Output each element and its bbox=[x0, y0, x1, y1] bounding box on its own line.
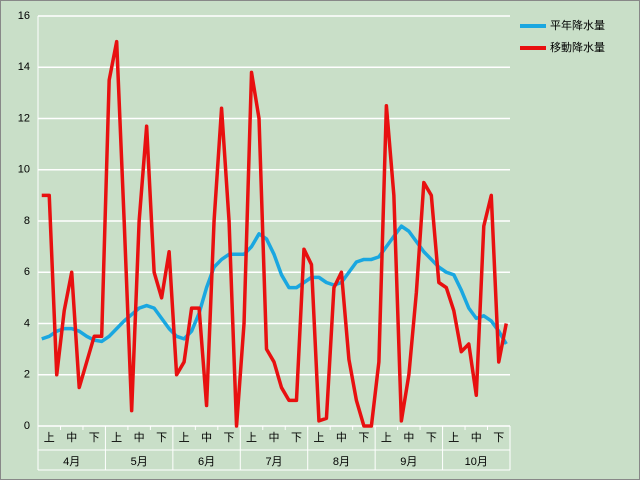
series-line bbox=[41, 224, 508, 345]
x-tick-label: 中 bbox=[66, 431, 77, 444]
group-label: 8月 bbox=[333, 456, 350, 468]
y-tick-label: 4 bbox=[24, 317, 30, 329]
group-label: 6月 bbox=[198, 456, 215, 468]
series-line bbox=[41, 39, 508, 428]
y-tick-label: 10 bbox=[18, 164, 30, 176]
group-label: 10月 bbox=[465, 456, 488, 468]
y-tick-label: 14 bbox=[18, 61, 30, 73]
y-tick-label: 2 bbox=[24, 369, 30, 381]
x-tick-label: 上 bbox=[313, 431, 324, 444]
y-tick-label: 16 bbox=[18, 10, 30, 22]
group-label: 7月 bbox=[265, 456, 282, 468]
x-tick-label: 上 bbox=[448, 431, 459, 444]
x-tick-label: 中 bbox=[403, 431, 414, 444]
x-tick-label: 中 bbox=[336, 431, 347, 444]
x-tick-label: 中 bbox=[201, 431, 212, 444]
legend-label: 移動降水量 bbox=[550, 40, 605, 54]
x-tick-label: 上 bbox=[246, 431, 257, 444]
x-tick-label: 上 bbox=[44, 431, 55, 444]
y-tick-label: 0 bbox=[24, 420, 30, 432]
x-tick-label: 下 bbox=[493, 432, 504, 444]
x-tick-label: 下 bbox=[89, 432, 100, 444]
x-tick-label: 中 bbox=[134, 431, 145, 444]
x-tick-label: 下 bbox=[224, 432, 235, 444]
x-tick-label: 上 bbox=[381, 431, 392, 444]
legend-label: 平年降水量 bbox=[550, 18, 605, 32]
x-tick-label: 下 bbox=[426, 432, 437, 444]
x-tick-label: 下 bbox=[291, 432, 302, 444]
y-tick-label: 12 bbox=[18, 112, 30, 124]
group-label: 4月 bbox=[63, 456, 80, 468]
y-tick-label: 6 bbox=[24, 266, 30, 278]
x-tick-label: 中 bbox=[471, 431, 482, 444]
group-label: 9月 bbox=[400, 456, 417, 468]
y-tick-label: 8 bbox=[24, 215, 30, 227]
x-tick-label: 上 bbox=[111, 431, 122, 444]
group-label: 5月 bbox=[131, 456, 148, 468]
x-tick-label: 下 bbox=[358, 432, 369, 444]
x-tick-label: 中 bbox=[269, 431, 280, 444]
x-tick-label: 下 bbox=[156, 432, 167, 444]
x-tick-label: 上 bbox=[179, 431, 190, 444]
